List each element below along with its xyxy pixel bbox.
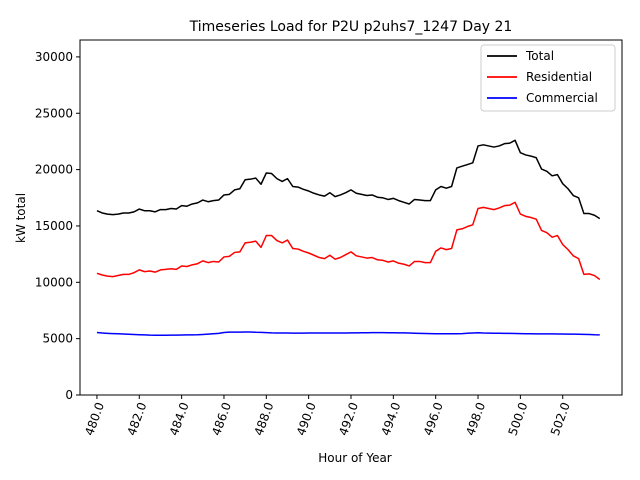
series-line-commercial: [96, 331, 600, 337]
legend-label-total: Total: [525, 49, 554, 63]
series-line-residential: [96, 201, 601, 281]
x-axis-label: Hour of Year: [318, 451, 392, 465]
y-tick-label: 25000: [35, 106, 73, 120]
legend-label-residential: Residential: [526, 70, 592, 84]
y-axis-ticks: 0 5000 10000 15000 20000 25000 30000: [35, 50, 80, 402]
y-tick-label: 5000: [42, 332, 73, 346]
y-axis-label: kW total: [14, 193, 28, 243]
series-line-total: [96, 139, 601, 220]
plot-lines: [96, 139, 601, 337]
legend-label-commercial: Commercial: [526, 91, 598, 105]
legend-box: [480, 44, 616, 112]
y-tick-label: 15000: [35, 219, 73, 233]
y-tick-label: 20000: [35, 163, 73, 177]
legend: Total Residential Commercial: [480, 44, 616, 112]
y-tick-label: 30000: [35, 50, 73, 64]
y-tick-label: 0: [65, 388, 73, 402]
y-tick-label: 10000: [35, 275, 73, 289]
chart-title: Timeseries Load for P2U p2uhs7_1247 Day …: [189, 19, 513, 35]
